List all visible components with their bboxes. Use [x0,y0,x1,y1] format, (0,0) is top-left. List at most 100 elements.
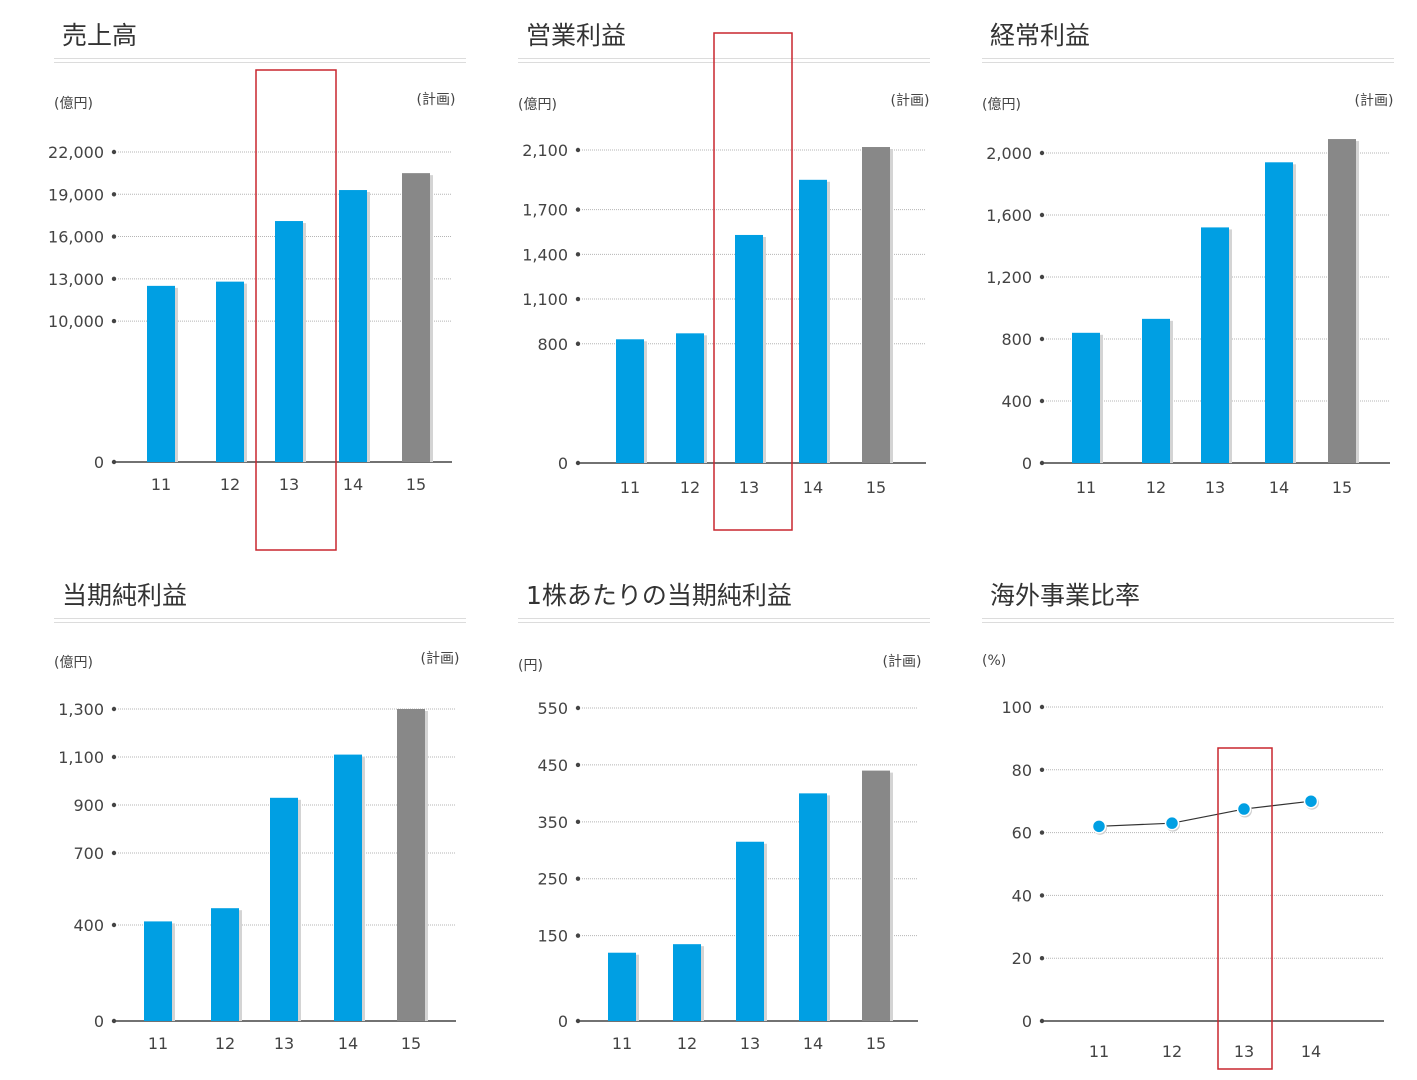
y-tick-label: 900 [73,796,104,815]
y-tick-label: 1,100 [522,290,568,309]
bar-plan [862,147,890,463]
x-tick-label: 14 [803,478,823,497]
y-tick-label: 1,600 [986,206,1032,225]
x-tick-label: 12 [680,478,700,497]
y-tick-label: 0 [558,1012,568,1031]
x-tick-label: 13 [1205,478,1225,497]
y-tick-dot [111,318,117,324]
x-tick-label: 12 [220,475,240,494]
bar [616,339,644,463]
chart-canvas: (億円) (計画) 0 10,000 13,000 16,000 19,000 22,000 1… [48,69,455,551]
y-tick-dot [1039,893,1045,898]
unit-label: (億円) [54,96,93,112]
chart-canvas: (億円) (計画) 0 800 1,100 1,400 1,700 2,100 11 12 13 14… [518,32,929,531]
bar [799,179,827,464]
title-divider [54,618,466,623]
title-divider [982,618,1394,623]
x-tick-label: 11 [620,478,640,497]
y-tick-label: 1,400 [522,245,568,264]
x-tick-label: 15 [406,475,426,494]
y-tick-dot [1039,830,1045,835]
y-tick-label: 40 [1012,886,1032,905]
chart-net-sales: 売上高 (億円) (計画) 0 10,000 13,000 16,000 19,000 22,… [48,0,514,551]
title-divider [982,58,1394,63]
series-line [1098,800,1312,827]
bar [799,793,827,1021]
y-tick-dot [111,802,117,808]
unit-label: (億円) [982,97,1021,113]
y-tick-dot [1039,398,1045,404]
bar-plan [402,173,430,463]
y-tick-dot [1039,704,1045,710]
bar-plan [862,770,890,1021]
y-tick-label: 0 [1022,1012,1032,1031]
plan-label: (計画) [883,654,922,670]
x-tick-label: 14 [803,1034,823,1053]
y-tick-dot [1039,956,1045,961]
y-tick-label: 100 [1001,698,1032,717]
x-tick-label: 13 [274,1034,294,1053]
y-tick-dot [575,762,581,768]
y-tick-dot [575,876,581,881]
y-tick-dot [575,705,581,711]
unit-label: (億円) [54,655,93,671]
x-tick-label: 14 [1269,478,1289,497]
bar [270,797,298,1021]
y-tick-dot [111,850,117,856]
y-tick-label: 0 [94,1012,104,1031]
bar [608,952,636,1021]
data-point [1091,819,1107,834]
y-tick-dot [1039,150,1045,156]
chart-ordinary-income: 経常利益 (億円) (計画) 0 400 800 1,200 1,600 2,000 11 12 1… [982,0,1417,520]
y-tick-dot [575,819,581,825]
bar [676,333,704,463]
y-tick-dot [1039,274,1045,280]
y-tick-dot [575,252,581,257]
x-tick-label: 12 [1146,478,1166,497]
y-tick-dot [575,296,581,302]
y-tick-dot [575,933,581,938]
bar-plan [1328,139,1356,464]
data-point [1303,793,1319,809]
bar [339,190,367,462]
bar [1265,162,1293,464]
y-tick-dot [1039,336,1045,342]
highlight-box [1217,747,1273,1070]
chart-title: 営業利益 [526,21,627,50]
y-tick-label: 250 [537,870,568,889]
x-tick-label: 13 [739,478,759,497]
y-tick-dot [111,149,117,155]
chart-canvas: (億円) (計画) 0 400 700 900 1,100 1,300 11 12 13 14 15 [54,651,459,1053]
y-tick-label: 450 [537,756,568,775]
x-tick-label: 14 [338,1034,358,1053]
y-tick-label: 2,000 [986,144,1032,163]
bar [1142,318,1170,463]
y-tick-label: 22,000 [48,143,104,162]
bar [275,221,303,462]
chart-title: 1株あたりの当期純利益 [526,581,792,610]
title-divider [54,58,466,63]
chart-eps: 1株あたりの当期純利益 (円) (計画) 0 150 250 350 450 550 11 12 1… [518,560,978,1080]
highlight-box [255,69,337,551]
bar [673,944,701,1021]
y-tick-label: 0 [558,454,568,473]
chart-operating-income: 営業利益 (億円) (計画) 0 800 1,100 1,400 1,700 2,100 11 1… [518,0,978,531]
chart-title: 海外事業比率 [990,581,1141,610]
x-tick-label: 12 [677,1034,697,1053]
y-tick-dot [111,922,117,928]
chart-net-income: 当期純利益 (億円) (計画) 0 400 700 900 1,100 1,300 11 12 13… [54,560,514,1080]
y-tick-label: 400 [73,916,104,935]
x-tick-label: 11 [612,1034,632,1053]
y-tick-label: 0 [94,453,104,472]
x-tick-label: 12 [215,1034,235,1053]
unit-label: (円) [518,658,543,674]
chart-title: 経常利益 [990,21,1091,50]
y-tick-dot [111,706,117,712]
y-tick-label: 0 [1022,454,1032,473]
plan-label: (計画) [1355,93,1394,109]
bar [211,908,239,1021]
y-tick-label: 800 [1001,330,1032,349]
x-tick-label: 15 [401,1034,421,1053]
y-tick-label: 60 [1012,824,1032,843]
y-tick-dot [1039,767,1045,772]
